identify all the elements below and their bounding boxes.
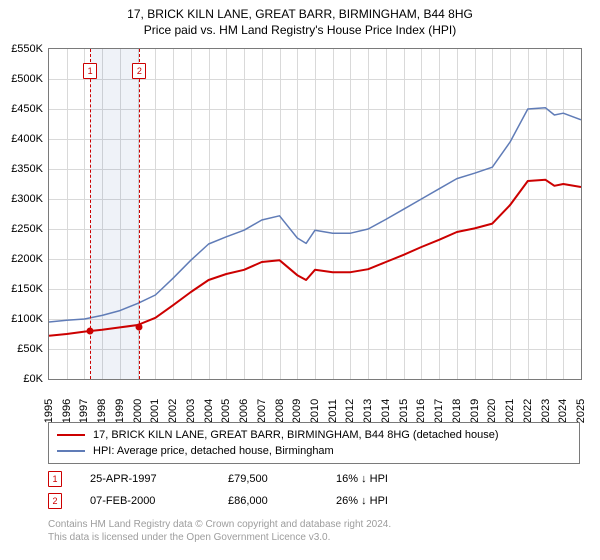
y-tick-label: £400K — [3, 133, 43, 145]
sale-row: 2 07-FEB-2000 £86,000 26% ↓ HPI — [48, 490, 580, 512]
legend-item: HPI: Average price, detached house, Birm… — [57, 443, 571, 459]
title-subtitle: Price paid vs. HM Land Registry's House … — [0, 22, 600, 38]
y-tick-label: £550K — [3, 43, 43, 55]
sale-marker-box: 2 — [132, 63, 146, 79]
page: 17, BRICK KILN LANE, GREAT BARR, BIRMING… — [0, 0, 600, 560]
title-address: 17, BRICK KILN LANE, GREAT BARR, BIRMING… — [0, 6, 600, 22]
y-tick-label: £450K — [3, 103, 43, 115]
sale-date: 07-FEB-2000 — [90, 495, 200, 507]
y-tick-label: £300K — [3, 193, 43, 205]
y-tick-label: £0K — [3, 373, 43, 385]
sale-diff-vs-hpi: 26% ↓ HPI — [336, 495, 416, 507]
sale-diff-vs-hpi: 16% ↓ HPI — [336, 473, 416, 485]
y-tick-label: £100K — [3, 313, 43, 325]
sale-marker-box: 1 — [83, 63, 97, 79]
sale-date: 25-APR-1997 — [90, 473, 200, 485]
chart-titles: 17, BRICK KILN LANE, GREAT BARR, BIRMING… — [0, 0, 600, 38]
sale-marker-chip: 1 — [48, 471, 62, 487]
sale-marker-chip: 2 — [48, 493, 62, 509]
licence-line2: This data is licensed under the Open Gov… — [48, 531, 580, 544]
legend-item: 17, BRICK KILN LANE, GREAT BARR, BIRMING… — [57, 427, 571, 443]
sale-dot — [87, 328, 94, 335]
sale-row: 1 25-APR-1997 £79,500 16% ↓ HPI — [48, 468, 580, 490]
legend: 17, BRICK KILN LANE, GREAT BARR, BIRMING… — [48, 422, 580, 464]
series-price_paid — [49, 180, 581, 336]
sale-dot — [136, 324, 143, 331]
y-tick-label: £250K — [3, 223, 43, 235]
y-tick-label: £150K — [3, 283, 43, 295]
sale-price: £79,500 — [228, 473, 308, 485]
chart-plot-area: £0K£50K£100K£150K£200K£250K£300K£350K£40… — [48, 48, 582, 380]
legend-swatch — [57, 434, 85, 436]
y-tick-label: £200K — [3, 253, 43, 265]
y-tick-label: £50K — [3, 343, 43, 355]
licence-line1: Contains HM Land Registry data © Crown c… — [48, 518, 580, 531]
legend-swatch — [57, 450, 85, 452]
legend-label: HPI: Average price, detached house, Birm… — [93, 445, 334, 457]
legend-label: 17, BRICK KILN LANE, GREAT BARR, BIRMING… — [93, 429, 499, 441]
chart-series-svg — [49, 49, 581, 379]
sale-price: £86,000 — [228, 495, 308, 507]
y-tick-label: £500K — [3, 73, 43, 85]
y-tick-label: £350K — [3, 163, 43, 175]
sales-table: 1 25-APR-1997 £79,500 16% ↓ HPI 2 07-FEB-2000… — [48, 468, 580, 512]
licence-text: Contains HM Land Registry data © Crown c… — [48, 518, 580, 544]
